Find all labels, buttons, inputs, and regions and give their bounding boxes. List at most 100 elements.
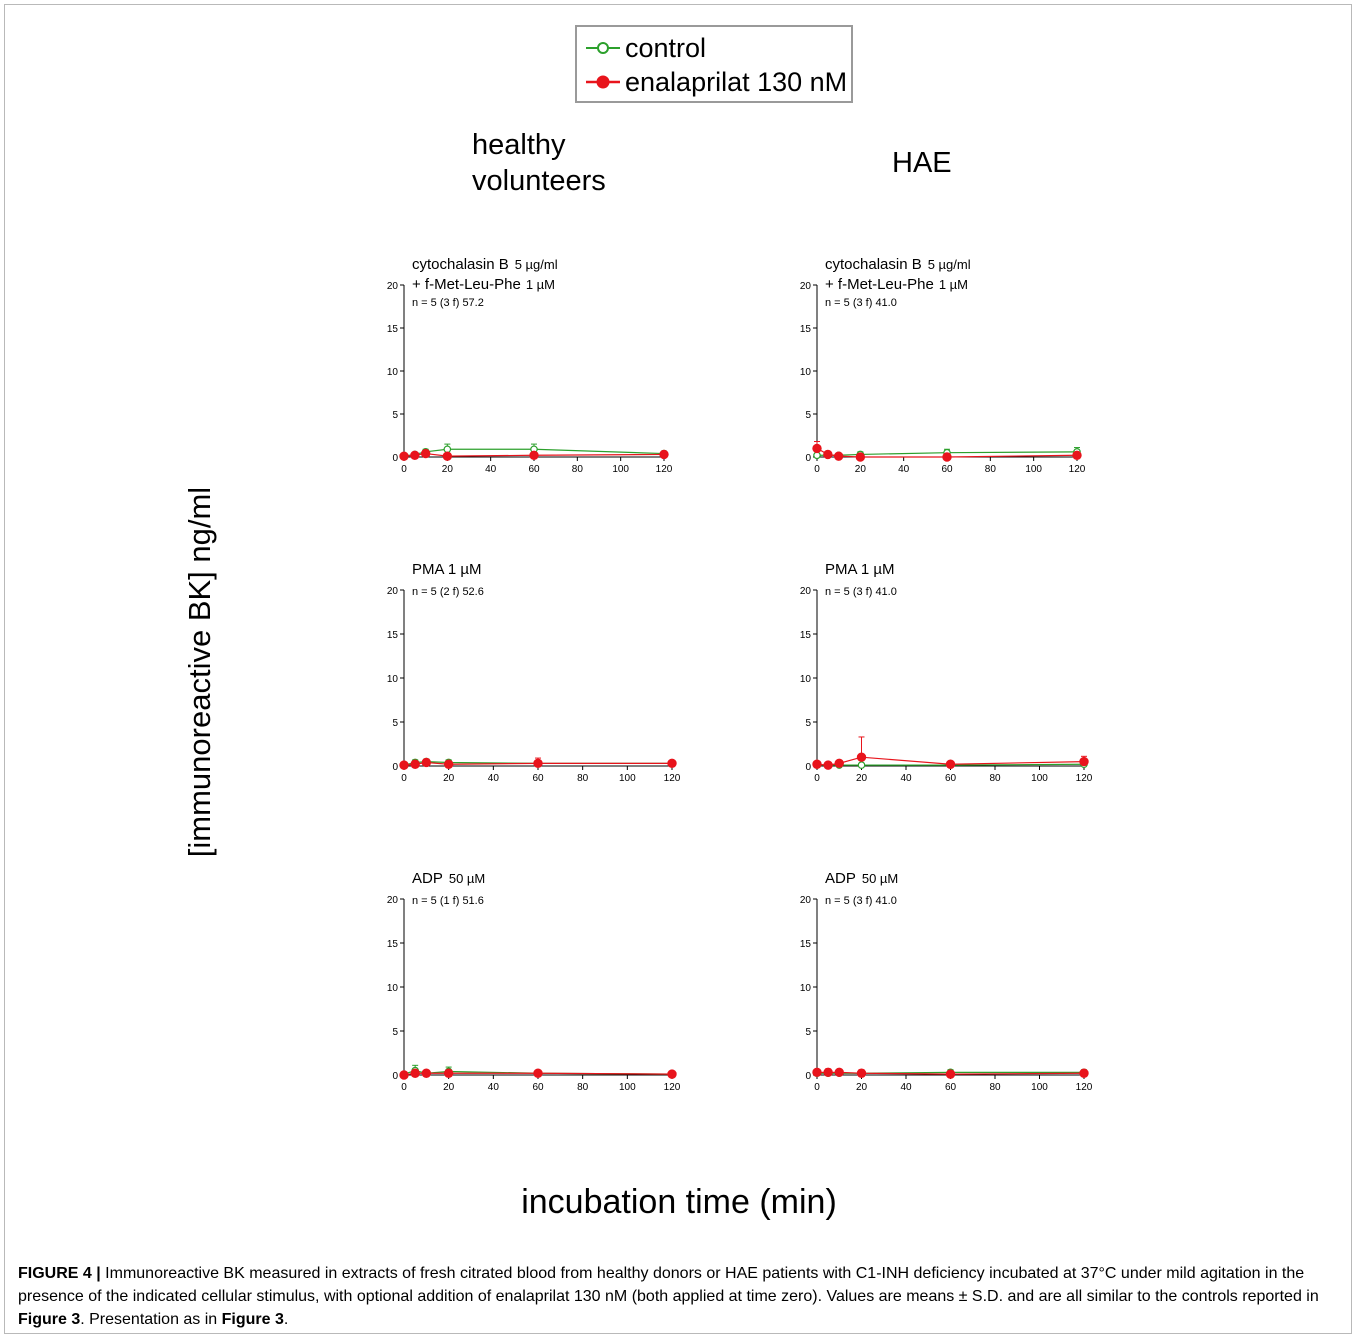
panel-title-concentration: 5 µg/ml (928, 257, 971, 272)
x-tick-label: 40 (488, 1082, 500, 1093)
x-tick-label: 80 (577, 1082, 589, 1093)
x-tick-label: 20 (443, 773, 455, 784)
data-point-enalaprilat (823, 449, 833, 460)
data-point-enalaprilat (443, 1068, 454, 1078)
x-tick-label: 120 (664, 1082, 681, 1093)
panel-title-main: PMA 1 µM (412, 561, 482, 578)
y-tick-label: 5 (392, 1027, 398, 1038)
panel-hae-pma: PMA 1 µM n = 5 (3 f) 41.0 0 5 10 15 20 0 20 40 60 8… (800, 561, 1093, 784)
panel-hae-adp: ADP 50 µM n = 5 (3 f) 41.0 0 5 10 15 20 0 20 40 60 8… (800, 870, 1093, 1093)
panel-title-line2: + f-Met-Leu-Phe 1 µM (412, 276, 555, 293)
panel-n-note: n = 5 (3 f) 41.0 (825, 895, 897, 907)
data-point-enalaprilat (855, 452, 866, 462)
x-tick-label: 60 (945, 1082, 957, 1093)
data-point-enalaprilat (443, 759, 454, 769)
data-point-enalaprilat (667, 758, 677, 769)
y-tick-label: 15 (387, 324, 399, 335)
x-tick-label: 40 (488, 773, 500, 784)
data-point-enalaprilat (823, 1067, 833, 1078)
caption-ref-1: Figure 3 (18, 1311, 81, 1328)
x-tick-label: 60 (532, 773, 544, 784)
y-tick-label: 5 (392, 718, 398, 729)
chart-panels: cytochalasin B 5 µg/ml + f-Met-Leu-Phe 1 µM… (387, 256, 1093, 1093)
data-point-enalaprilat (421, 757, 432, 768)
data-point-enalaprilat (856, 752, 867, 762)
panel-title-concentration: 50 µM (449, 871, 485, 886)
panel-title: ADP 50 µM (412, 870, 485, 887)
x-tick-label: 20 (855, 464, 867, 475)
x-tick-label: 80 (989, 1082, 1001, 1093)
y-tick-label: 5 (392, 410, 398, 421)
panel-title: PMA 1 µM (412, 561, 482, 578)
caption-text-3: . (283, 1311, 289, 1328)
y-tick-label: 20 (800, 586, 812, 597)
legend-item-enalaprilat: enalaprilat 130 nM (585, 66, 847, 98)
data-point-enalaprilat (529, 450, 539, 460)
data-point-enalaprilat (421, 1068, 432, 1078)
x-tick-label: 100 (619, 1082, 636, 1093)
data-point-enalaprilat (410, 450, 420, 460)
x-tick-label: 100 (1025, 464, 1042, 475)
panel-n-note: n = 5 (3 f) 57.2 (412, 297, 484, 309)
enalaprilat-marker-icon (586, 75, 620, 89)
x-tick-label: 40 (900, 773, 912, 784)
panel-healthy-pma: PMA 1 µM n = 5 (2 f) 52.6 0 5 10 15 20 0 20 40 60 8… (387, 561, 681, 784)
data-point-enalaprilat (410, 759, 420, 769)
data-point-enalaprilat (659, 449, 669, 460)
data-point-enalaprilat (834, 1067, 844, 1078)
data-point-enalaprilat (667, 1069, 677, 1079)
x-tick-label: 100 (612, 464, 629, 475)
panel-healthy-cytochalasin: cytochalasin B 5 µg/ml + f-Met-Leu-Phe 1 µM… (387, 256, 673, 475)
panel-title-line2-concentration: 1 µM (939, 277, 968, 292)
legend-item-control: control (585, 32, 706, 64)
y-tick-label: 20 (800, 895, 812, 906)
y-tick-label: 5 (805, 410, 811, 421)
caption-text-1: Immunoreactive BK measured in extracts o… (18, 1265, 1319, 1305)
data-point-enalaprilat (812, 443, 822, 454)
x-tick-label: 0 (814, 464, 820, 475)
panel-title-line2: + f-Met-Leu-Phe 1 µM (825, 276, 968, 293)
y-tick-label: 15 (800, 630, 812, 641)
x-tick-label: 0 (401, 773, 407, 784)
y-tick-label: 15 (387, 939, 399, 950)
panel-n-note: n = 5 (3 f) 41.0 (825, 297, 897, 309)
data-point-enalaprilat (533, 758, 543, 769)
x-tick-label: 40 (900, 1082, 912, 1093)
panel-title: cytochalasin B 5 µg/ml (412, 256, 558, 273)
data-point-enalaprilat (533, 1068, 543, 1078)
caption-text-2: . Presentation as in (80, 1311, 222, 1328)
data-point-enalaprilat (945, 759, 956, 769)
y-tick-label: 10 (800, 367, 812, 378)
y-tick-label: 15 (387, 630, 399, 641)
panel-title-main: cytochalasin B (412, 256, 509, 273)
x-tick-label: 40 (485, 464, 497, 475)
y-tick-label: 0 (392, 453, 398, 464)
panel-title-concentration: 5 µg/ml (515, 257, 558, 272)
panel-hae-cytochalasin: cytochalasin B 5 µg/ml + f-Met-Leu-Phe 1 µM… (800, 256, 1086, 475)
panel-title-line2-main: + f-Met-Leu-Phe (412, 276, 521, 293)
panel-n-note: n = 5 (1 f) 51.6 (412, 895, 484, 907)
legend: control enalaprilat 130 nM (575, 25, 853, 103)
data-point-enalaprilat (812, 1067, 822, 1078)
y-tick-label: 10 (387, 674, 399, 685)
legend-label-enalaprilat: enalaprilat 130 nM (625, 66, 848, 97)
x-tick-label: 20 (443, 1082, 455, 1093)
panel-title-main: cytochalasin B (825, 256, 922, 273)
panel-title-main: ADP (412, 870, 443, 887)
panel-title-main: PMA 1 µM (825, 561, 895, 578)
data-point-enalaprilat (942, 452, 952, 462)
panel-title-concentration: 50 µM (862, 871, 898, 886)
panel-n-note: n = 5 (2 f) 52.6 (412, 586, 484, 598)
panel-title-main: ADP (825, 870, 856, 887)
x-tick-label: 80 (577, 773, 589, 784)
data-point-enalaprilat (399, 451, 409, 461)
x-tick-label: 20 (856, 1082, 868, 1093)
x-tick-label: 80 (572, 464, 584, 475)
data-point-enalaprilat (823, 760, 833, 770)
x-tick-label: 120 (1076, 773, 1093, 784)
x-tick-label: 100 (1031, 1082, 1048, 1093)
column-title-hae: HAE (892, 147, 952, 179)
data-point-enalaprilat (833, 451, 844, 461)
x-tick-label: 60 (941, 464, 953, 475)
data-point-enalaprilat (856, 1068, 867, 1078)
